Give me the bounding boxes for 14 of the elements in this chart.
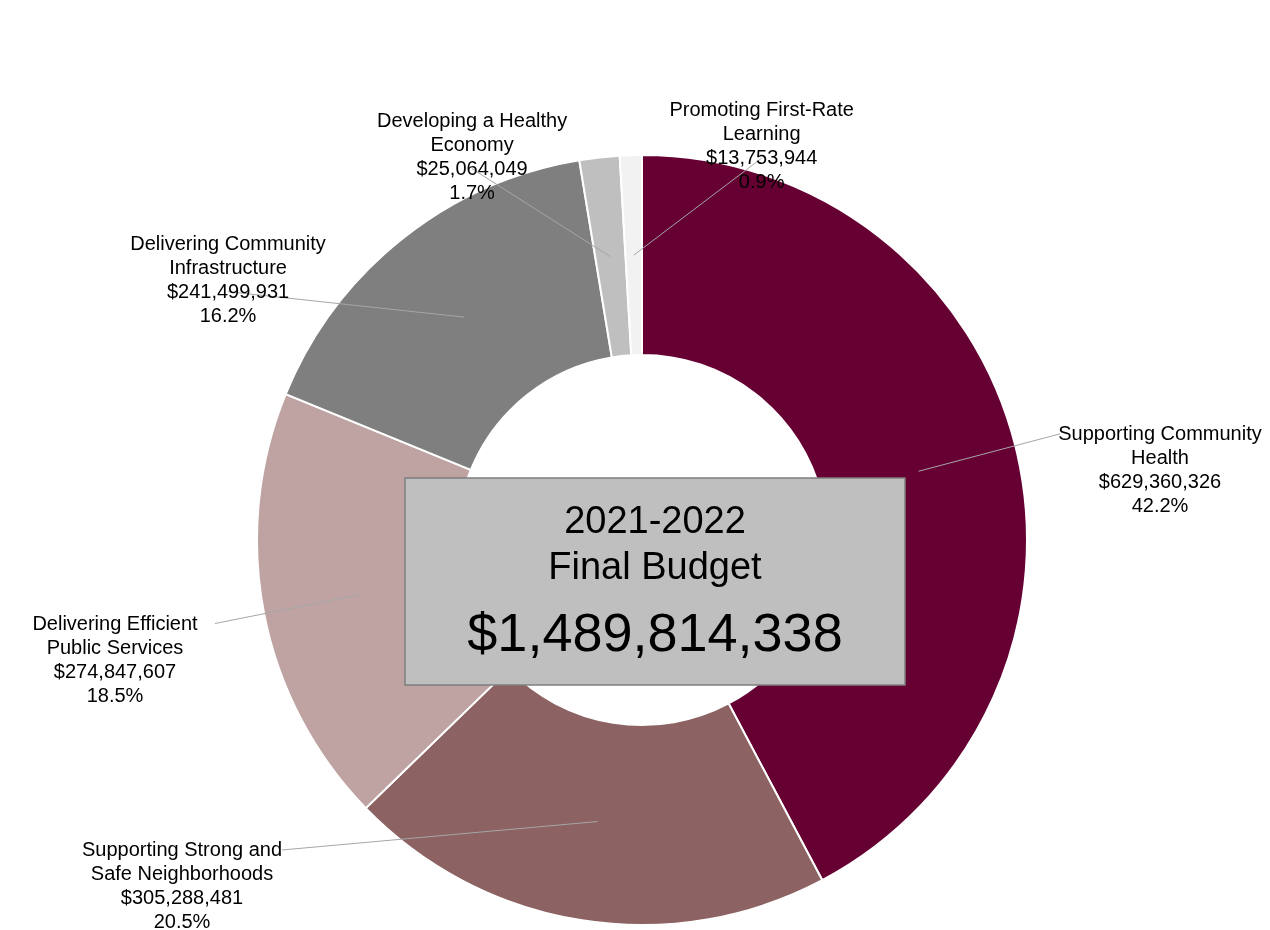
text: $1,489,814,338	[467, 602, 843, 662]
slice-label: Supporting Community Health	[1058, 421, 1262, 468]
data-label: $305,288,481 20.5%	[120, 886, 244, 930]
slice-label: Promoting First-Rate Learning	[669, 98, 854, 145]
data-label: $25,064,049 1.7%	[416, 156, 528, 203]
data-label: $13,753,944 0.9%	[706, 146, 818, 193]
slice-label: Delivering Efficient Public Services	[32, 611, 199, 658]
data-label: $629,360,326 42.2%	[1098, 469, 1222, 516]
text: 2021-2022 Final Budget	[548, 499, 763, 587]
slice-label: Supporting Strong and Safe Neighborhoods	[81, 838, 283, 884]
slice-label: Developing a Healthy Economy	[377, 108, 568, 155]
slice-label: Delivering Community Infrastructure	[130, 231, 326, 278]
data-label: $241,499,931 16.2%	[166, 279, 290, 326]
data-label: $274,847,607 18.5%	[53, 659, 177, 706]
